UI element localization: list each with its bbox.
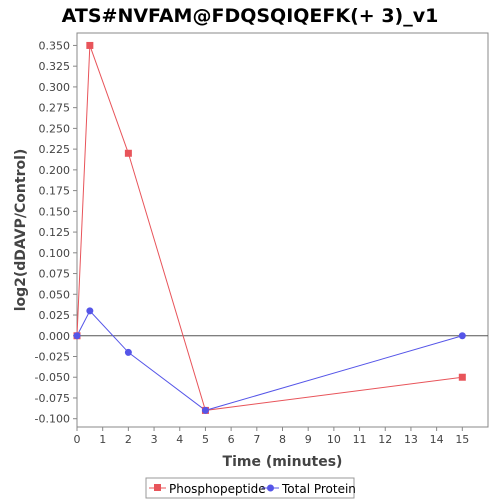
y-tick-label: 0.100 — [39, 247, 71, 260]
y-tick-label: 0.125 — [39, 226, 71, 239]
x-tick-label: 3 — [151, 433, 158, 446]
x-tick-label: 13 — [404, 433, 418, 446]
x-tick-label: 4 — [176, 433, 183, 446]
data-point-total-protein — [458, 332, 466, 340]
x-axis: 0 1 2 3 4 5 6 7 8 9 10 11 12 13 14 15 — [74, 427, 469, 446]
data-point-total-protein — [124, 348, 132, 356]
x-tick-label: 10 — [327, 433, 341, 446]
legend-total-marker — [267, 484, 274, 492]
data-point-phosphopeptide — [458, 373, 466, 381]
y-tick-label: 0.050 — [39, 288, 71, 301]
data-point-total-protein — [73, 332, 81, 340]
data-point-total-protein — [201, 406, 209, 414]
y-tick-label: -0.075 — [35, 392, 70, 405]
y-tick-label: 0.225 — [39, 143, 71, 156]
data-point-phosphopeptide — [124, 149, 132, 157]
x-tick-label: 1 — [99, 433, 106, 446]
data-point-total-protein — [86, 307, 94, 315]
plot-area — [76, 32, 489, 428]
y-tick-label: 0.275 — [39, 102, 71, 115]
x-tick-label: 5 — [202, 433, 209, 446]
y-tick-label: 0.325 — [39, 60, 71, 73]
y-tick-label: 0.175 — [39, 185, 71, 198]
x-tick-label: 2 — [125, 433, 132, 446]
chart-title: ATS#NVFAM@FDQSQIQEFK(+ 3)_v1 — [62, 5, 439, 27]
x-axis-label: Time (minutes) — [223, 454, 343, 470]
y-tick-label: 0.150 — [39, 205, 71, 218]
x-tick-label: 8 — [279, 433, 286, 446]
x-tick-label: 9 — [305, 433, 312, 446]
y-tick-label: 0.000 — [39, 330, 71, 343]
x-tick-label: 11 — [353, 433, 367, 446]
data-point-phosphopeptide — [86, 41, 94, 49]
legend-box — [145, 477, 355, 499]
y-tick-label: 0.200 — [39, 164, 71, 177]
x-tick-label: 12 — [378, 433, 392, 446]
legend-total-label: Total Protein — [281, 482, 356, 496]
series-markers — [73, 41, 466, 414]
legend: Phosphopeptide Total Protein — [145, 477, 356, 499]
y-tick-label: 0.300 — [39, 81, 71, 94]
y-tick-label: 0.025 — [39, 309, 71, 322]
y-tick-label: 0.075 — [39, 268, 71, 281]
y-tick-label: 0.250 — [39, 122, 71, 135]
legend-phospho-label: Phosphopeptide — [169, 482, 266, 496]
legend-phospho-marker — [154, 484, 161, 491]
x-tick-label: 14 — [430, 433, 444, 446]
y-axis: -0.100 -0.075 -0.050 -0.025 0.000 0.025 0.050 0… — [35, 39, 77, 426]
y-tick-label: -0.025 — [35, 350, 70, 363]
y-tick-label: -0.100 — [35, 413, 70, 426]
y-axis-label: log2(dDAVP/Control) — [13, 149, 29, 312]
x-tick-label: 0 — [74, 433, 81, 446]
y-tick-label: 0.350 — [39, 39, 71, 52]
x-tick-label: 7 — [253, 433, 260, 446]
x-tick-label: 15 — [455, 433, 469, 446]
y-tick-label: -0.050 — [35, 371, 70, 384]
x-tick-label: 6 — [228, 433, 235, 446]
